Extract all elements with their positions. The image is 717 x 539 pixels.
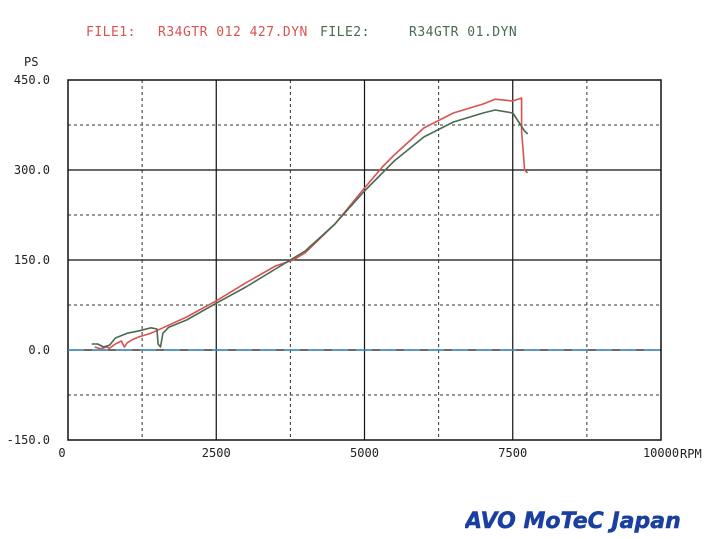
series-line-2 (91, 109, 529, 348)
y-tick-label: 0.0 (28, 343, 50, 357)
chart-grid (68, 80, 661, 440)
x-tick-label: 0 (58, 446, 65, 460)
y-tick-label: 300.0 (14, 163, 50, 177)
y-tick-label: -150.0 (7, 433, 50, 447)
x-tick-labels: 0 2500 5000 7500 10000 (58, 446, 679, 460)
y-tick-label: 150.0 (14, 253, 50, 267)
plot-area-frame (67, 79, 662, 441)
x-tick-label: 10000 (643, 446, 679, 460)
file2-label: FILE2: (320, 25, 370, 40)
series-line-1 (94, 97, 529, 350)
file2-name: R34GTR 01.DYN (409, 25, 518, 40)
avo-motec-logo: AVO MoTeC Japan (465, 509, 681, 533)
logo-text: AVO MoTeC Japan (465, 509, 681, 533)
y-tick-label: 450.0 (14, 73, 50, 87)
x-tick-label: 2500 (202, 446, 231, 460)
file1-name: R34GTR 012 427.DYN (158, 25, 308, 40)
x-tick-label: 7500 (498, 446, 527, 460)
y-axis-label: PS (24, 55, 38, 69)
y-tick-labels: -150.0 0.0 150.0 300.0 450.0 (7, 73, 50, 447)
chart-series (91, 97, 529, 350)
x-axis-label: RPM (680, 447, 702, 461)
x-tick-label: 5000 (350, 446, 379, 460)
file1-label: FILE1: (86, 25, 136, 40)
